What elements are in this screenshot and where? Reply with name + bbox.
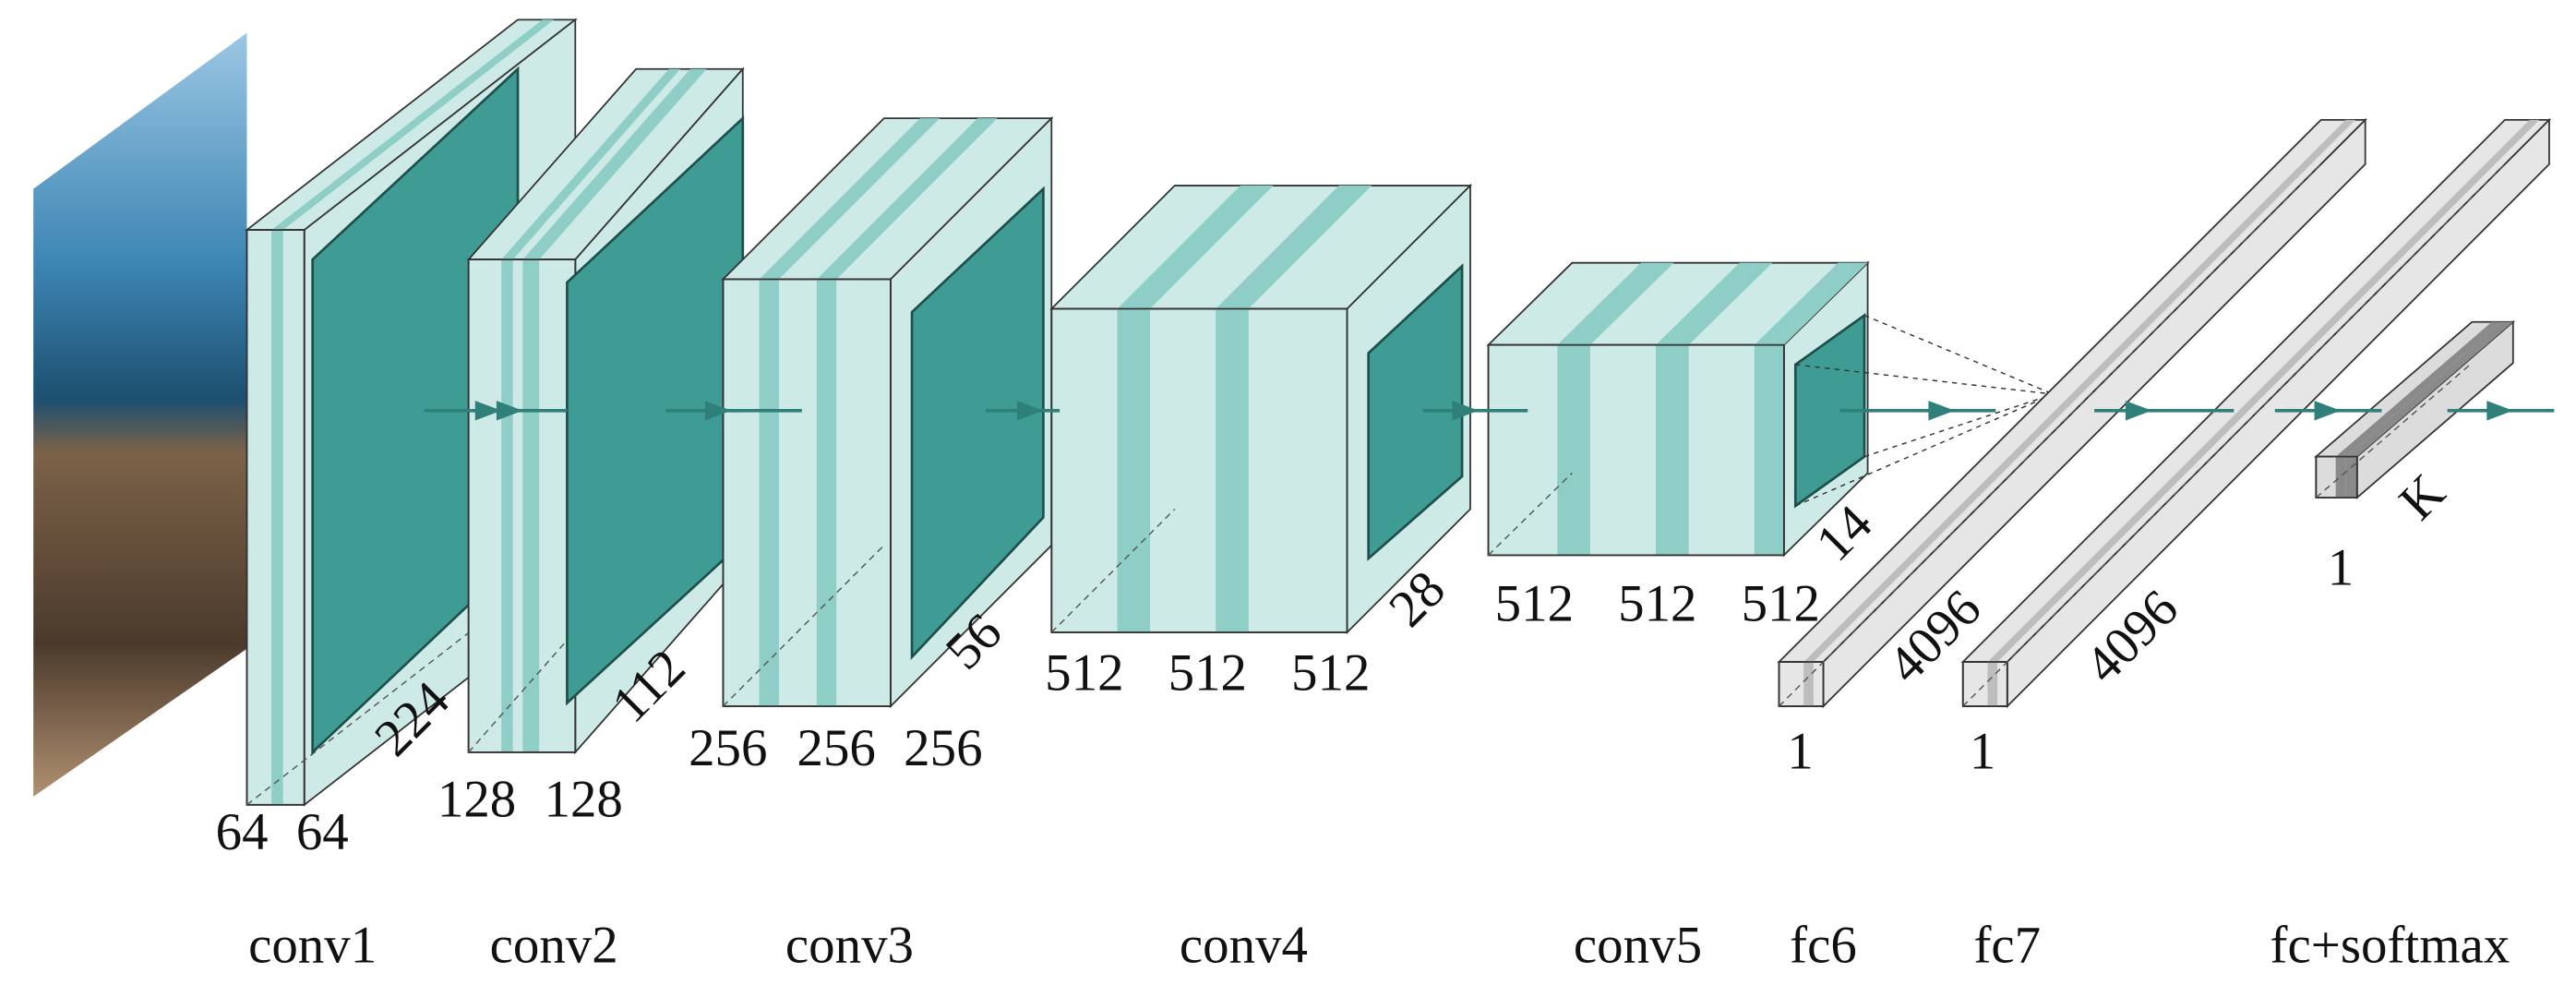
stripe [2335, 456, 2346, 498]
arrow-head [1928, 401, 1955, 421]
conv-block-hidden [1488, 472, 1573, 556]
stripe [1216, 308, 1249, 633]
arrow-head [474, 401, 502, 421]
stage-name: conv4 [1180, 917, 1308, 975]
stripe-top [2335, 321, 2502, 457]
stripe-top [759, 118, 941, 280]
conv-block-hidden [1050, 509, 1176, 633]
stripe [1754, 344, 1784, 556]
conv-block-outline [1050, 307, 1348, 633]
channel-label: 256 [689, 719, 767, 777]
stripe [759, 279, 779, 707]
channel-label: 256 [797, 719, 876, 777]
fc-name: fc7 [1973, 917, 2041, 975]
conv-block-front [467, 258, 577, 753]
fc-name: fc+softmax [2270, 917, 2510, 975]
channel-label: 256 [904, 719, 982, 777]
channel-label: 128 [545, 770, 623, 828]
stripe [271, 230, 283, 805]
channel-label: 512 [1495, 575, 1574, 633]
conv-block-hidden [722, 545, 885, 707]
stripe-top [1117, 186, 1274, 309]
arrow-head [1452, 401, 1479, 421]
stripe-top [1754, 262, 1868, 345]
width-label: 1 [2328, 538, 2354, 596]
conv-block-front [1050, 307, 1348, 633]
projection-line [1795, 393, 2054, 507]
conv-block-front [1487, 343, 1785, 557]
stage-name: conv5 [1574, 917, 1702, 975]
kernel-panel [1367, 263, 1464, 561]
conv-block-outline [1487, 343, 1785, 557]
stripe-top [1656, 262, 1773, 345]
channel-label: 512 [1168, 643, 1247, 702]
width-label: 1 [1970, 723, 1995, 781]
conv-block-outline [246, 229, 306, 806]
arrow-head [2314, 401, 2341, 421]
arrow-head [704, 401, 732, 421]
fc-bar-outline [1961, 661, 2008, 707]
stripe-top [1216, 186, 1372, 309]
stripe-top [1557, 262, 1674, 345]
projection-line [1863, 314, 2054, 395]
width-label: 1 [1787, 723, 1813, 781]
stage-name: conv2 [490, 917, 618, 975]
projection-line [1863, 393, 2054, 458]
stripe [1117, 308, 1151, 633]
arrow-head [1016, 401, 1044, 421]
stripe [1557, 344, 1590, 556]
channel-label: 512 [1291, 643, 1370, 702]
stripe-top [1803, 119, 2356, 663]
stripe-top [271, 19, 555, 231]
stage-name: conv1 [248, 917, 377, 975]
softmax-bar-outline [2315, 455, 2358, 498]
input-image [33, 32, 247, 797]
conv-block-front [722, 278, 892, 707]
stripe [2345, 456, 2357, 498]
stripe [1803, 662, 1814, 707]
fc-bar-front [1778, 661, 1825, 707]
arrow-head [2125, 401, 2152, 421]
stripe-top [2345, 321, 2513, 457]
stage-name: conv3 [785, 917, 914, 975]
fc-bar-outline [1778, 661, 1825, 707]
fc-name: fc6 [1790, 917, 1857, 975]
channel-label: 512 [1618, 575, 1696, 633]
channel-label: 128 [437, 770, 516, 828]
stripe-top [522, 68, 707, 260]
stripe [501, 259, 513, 752]
channel-label: 512 [1045, 643, 1123, 702]
arrow-head [496, 401, 523, 421]
kernel-panel [910, 186, 1045, 661]
arrow-head [2486, 401, 2513, 421]
stripe-top [816, 118, 998, 280]
stripe [1656, 344, 1689, 556]
projection-line [1795, 364, 2054, 395]
fc-bar-front [1961, 661, 2008, 707]
channel-label: 512 [1742, 575, 1820, 633]
length-label: K [2389, 463, 2457, 532]
stripe [522, 259, 540, 752]
channel-label: 64 [296, 803, 349, 861]
stripe [816, 279, 837, 707]
stripe-top [501, 68, 681, 260]
conv-block-outline [722, 278, 892, 707]
stripe [1987, 662, 1998, 707]
channel-label: 64 [216, 803, 269, 861]
fc-bar-hidden [1962, 163, 2506, 707]
stripe-top [1987, 119, 2540, 663]
fc-bar-hidden [1778, 163, 2322, 707]
shapes [244, 18, 2555, 807]
